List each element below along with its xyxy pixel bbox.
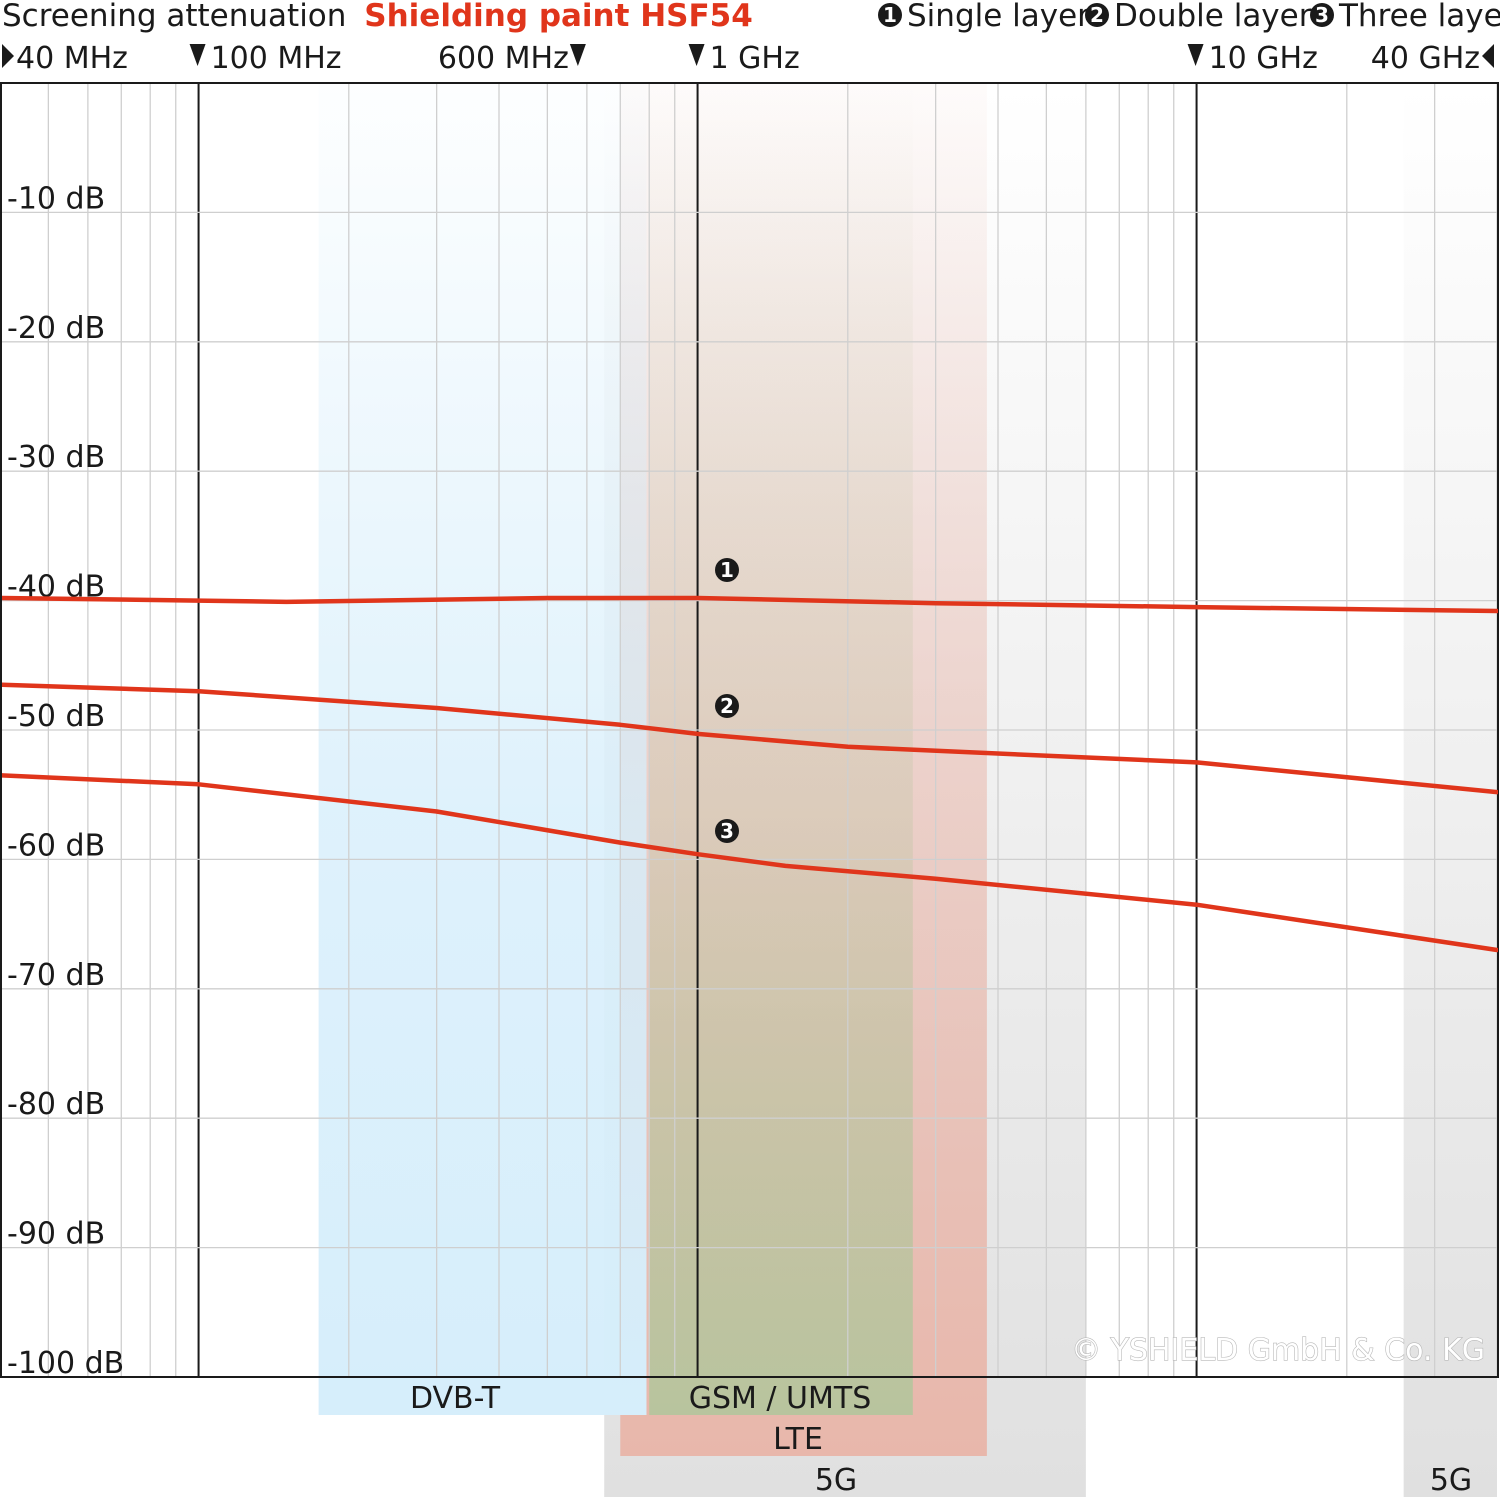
freq-arrow-left	[1482, 44, 1494, 68]
y-tick-label: -90 dB	[7, 1217, 105, 1252]
legend: 1 Single layer 2 Double layer 3 Three layer	[878, 0, 1500, 34]
copyright-watermark: © YSHIELD GmbH & Co. KG	[1071, 1333, 1485, 1368]
curve-marker-number: 1	[720, 558, 734, 582]
y-tick-label: -10 dB	[7, 181, 105, 216]
freq-label: 40 MHz	[16, 41, 128, 76]
band-label: LTE	[773, 1422, 823, 1457]
frequency-markers: 40 MHz 100 MHz 600 MHz 1 GHz 10 GHz 40 GHz	[2, 41, 1494, 76]
curve-marker-2	[715, 694, 739, 718]
frequency-bands	[318, 84, 1497, 1497]
plot-frame	[0, 82, 1499, 1378]
legend-marker-3	[1310, 3, 1334, 27]
y-tick-label: -60 dB	[7, 828, 105, 863]
series-line-3	[2, 773, 1498, 953]
freq-arrow-down	[569, 44, 586, 66]
y-tick-label: -30 dB	[7, 440, 105, 475]
chart-title: Screening attenuation Shielding paint HS…	[2, 0, 753, 34]
legend-label: Three layer	[1338, 0, 1500, 34]
title-prefix: Screening attenuation	[2, 0, 346, 34]
curve-markers: 1 2 3	[715, 558, 739, 843]
freq-label: 100 MHz	[211, 41, 342, 76]
band-label: GSM / UMTS	[689, 1381, 872, 1416]
grid	[0, 84, 1498, 1377]
series-line-2	[2, 682, 1498, 795]
curve-marker-number: 2	[720, 694, 734, 718]
y-axis-ticks: -10 dB-20 dB-30 dB-40 dB-50 dB-60 dB-70 …	[7, 181, 124, 1381]
freq-label: 40 GHz	[1371, 41, 1480, 76]
curve-marker-number: 3	[720, 819, 734, 843]
band-label: DVB-T	[410, 1381, 501, 1416]
freq-label: 600 MHz	[438, 41, 569, 76]
band-dvb-t	[318, 84, 647, 1415]
series-line-1	[2, 595, 1498, 614]
band-label: 5G	[815, 1463, 857, 1498]
legend-marker-1	[878, 3, 902, 27]
freq-arrow-down	[1187, 44, 1204, 66]
y-tick-label: -100 dB	[7, 1346, 124, 1381]
freq-arrow-down	[189, 44, 206, 66]
legend-label: Double layer	[1114, 0, 1312, 34]
legend-marker-number: 1	[883, 3, 897, 27]
y-tick-label: -80 dB	[7, 1087, 105, 1122]
y-tick-label: -50 dB	[7, 699, 105, 734]
title-product: Shielding paint HSF54	[364, 0, 753, 34]
legend-label: Single layer	[907, 0, 1090, 34]
curve-marker-3	[715, 819, 739, 843]
curve-marker-1	[715, 558, 739, 582]
legend-marker-number: 3	[1315, 3, 1329, 27]
band-labels: DVB-T GSM / UMTS LTE 5G 5G	[410, 1381, 1472, 1498]
freq-label: 10 GHz	[1209, 41, 1318, 76]
legend-marker-number: 2	[1090, 3, 1104, 27]
y-tick-label: -20 dB	[7, 311, 105, 346]
freq-label: 1 GHz	[710, 41, 800, 76]
band-label: 5G	[1430, 1463, 1472, 1498]
y-tick-label: -70 dB	[7, 958, 105, 993]
series-group	[2, 595, 1498, 953]
legend-marker-2	[1085, 3, 1109, 27]
freq-arrow-right	[2, 44, 14, 68]
freq-arrow-down	[688, 44, 705, 66]
